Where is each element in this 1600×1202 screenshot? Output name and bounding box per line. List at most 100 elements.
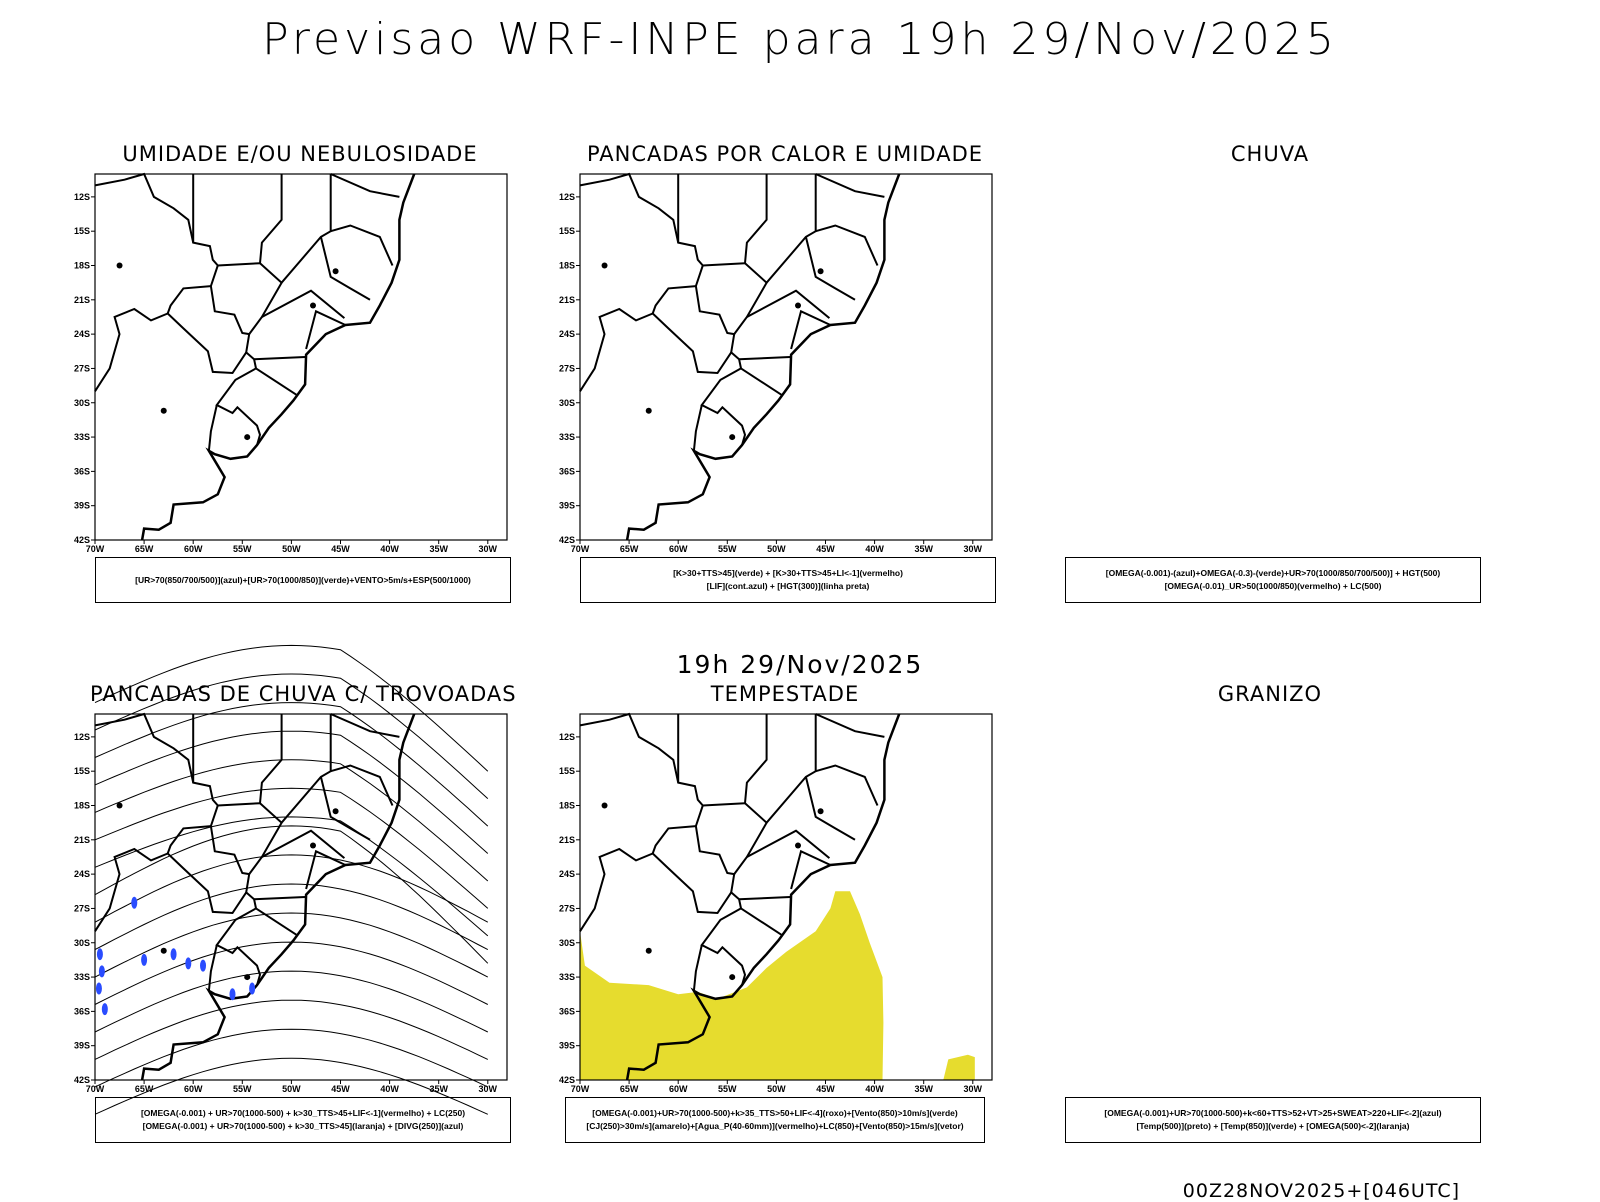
valid-time: 19h 29/Nov/2025	[676, 650, 924, 679]
main-title: Previsao WRF-INPE para 19h 29/Nov/2025	[262, 14, 1338, 65]
state-border	[740, 367, 782, 396]
panel-title: CHUVA	[1230, 142, 1310, 166]
lake	[645, 407, 652, 414]
lat-tick-label: 33S	[559, 972, 575, 982]
lat-tick-label: 36S	[559, 466, 575, 476]
precip-cell	[249, 982, 256, 995]
lake	[729, 974, 736, 981]
legend-line: [CJ(250)>30m/s](amarelo)+[Agua_P(40-60mm…	[586, 1121, 964, 1131]
lake	[116, 262, 123, 269]
state-border	[94, 712, 262, 986]
lat-tick-label: 30S	[559, 938, 575, 948]
legend-line: [OMEGA(-0.01)_UR>50(1000/850)(vermelho) …	[1164, 581, 1382, 591]
lat-tick-label: 30S	[74, 938, 90, 948]
precip-cell	[185, 957, 192, 970]
lat-tick-label: 36S	[74, 466, 90, 476]
coastline	[140, 713, 416, 1081]
map-frame	[579, 173, 993, 541]
precip-cell	[200, 959, 207, 972]
state-border	[804, 776, 856, 841]
precip-cell	[229, 988, 236, 1001]
state-border	[651, 825, 733, 915]
lat-tick-label: 30S	[74, 398, 90, 408]
streamline	[94, 1057, 489, 1115]
precip-cell	[95, 982, 102, 995]
precip-cell	[170, 948, 177, 961]
state-border	[255, 907, 297, 936]
streamline	[94, 644, 489, 772]
lon-tick-label: 40W	[380, 1084, 399, 1094]
lake	[160, 407, 167, 414]
state-border	[217, 262, 261, 267]
lon-tick-label: 45W	[816, 544, 835, 554]
streamline	[94, 883, 489, 951]
lake	[795, 842, 802, 849]
lon-tick-label: 55W	[718, 544, 737, 554]
streamline	[94, 816, 489, 937]
lat-tick-label: 24S	[559, 329, 575, 339]
lon-tick-label: 45W	[331, 544, 350, 554]
lon-tick-label: 65W	[135, 1084, 154, 1094]
state-border	[815, 764, 879, 806]
legend-line: [UR>70(850/700/500)](azul)+[UR>70(1000/8…	[135, 574, 471, 585]
state-border	[790, 309, 831, 350]
lon-tick-label: 40W	[865, 1084, 884, 1094]
legend-line: [OMEGA(-0.001) + UR>70(1000-500) + k>30_…	[142, 1121, 464, 1131]
precip-cell	[101, 1003, 108, 1016]
state-border	[261, 289, 346, 319]
lon-tick-label: 50W	[767, 1084, 786, 1094]
lon-tick-label: 35W	[429, 1084, 448, 1094]
state-border	[743, 714, 817, 825]
lat-tick-label: 39S	[74, 501, 90, 511]
lon-tick-label: 60W	[184, 1084, 203, 1094]
streamline	[94, 673, 489, 799]
state-border	[166, 825, 248, 915]
state-border	[815, 224, 879, 266]
state-border	[305, 849, 346, 890]
lon-tick-label: 30W	[964, 1084, 983, 1094]
state-border	[94, 307, 169, 392]
storm-area	[943, 1054, 975, 1080]
lat-tick-label: 42S	[74, 1075, 90, 1085]
lon-tick-label: 70W	[571, 544, 590, 554]
lon-tick-label: 60W	[669, 544, 688, 554]
lake	[332, 808, 339, 815]
lon-tick-label: 65W	[135, 544, 154, 554]
lon-tick-label: 50W	[767, 544, 786, 554]
lon-tick-label: 45W	[331, 1084, 350, 1094]
state-border	[743, 174, 817, 285]
lat-tick-label: 18S	[559, 801, 575, 811]
lat-tick-label: 15S	[74, 766, 90, 776]
state-border	[692, 404, 703, 451]
lat-tick-label: 24S	[74, 329, 90, 339]
lat-tick-label: 27S	[559, 903, 575, 913]
lake	[116, 802, 123, 809]
lat-tick-label: 39S	[559, 1041, 575, 1051]
state-border	[702, 802, 746, 807]
lon-tick-label: 55W	[233, 1084, 252, 1094]
legend-line: [K>30+TTS>45](verde) + [K>30+TTS>45+LI<-…	[673, 568, 903, 578]
lon-tick-label: 30W	[479, 1084, 498, 1094]
panel-title: TEMPESTADE	[710, 682, 860, 706]
lat-tick-label: 36S	[74, 1006, 90, 1016]
coastline	[625, 713, 901, 1081]
state-border	[579, 307, 654, 392]
lat-tick-label: 24S	[559, 869, 575, 879]
state-border	[804, 236, 856, 301]
legend-line: [OMEGA(-0.001) + UR>70(1000-500) + k>30_…	[140, 1108, 466, 1118]
lake	[817, 268, 824, 275]
lat-tick-label: 12S	[74, 732, 90, 742]
lat-tick-label: 30S	[559, 398, 575, 408]
lon-tick-label: 50W	[282, 544, 301, 554]
lat-tick-label: 15S	[559, 766, 575, 776]
lon-tick-label: 30W	[479, 544, 498, 554]
panel-title: GRANIZO	[1217, 682, 1323, 706]
lat-tick-label: 27S	[74, 903, 90, 913]
lat-tick-label: 42S	[559, 535, 575, 545]
coastline	[625, 173, 901, 541]
lat-tick-label: 27S	[559, 363, 575, 373]
lake	[160, 947, 167, 954]
lat-tick-label: 21S	[74, 835, 90, 845]
